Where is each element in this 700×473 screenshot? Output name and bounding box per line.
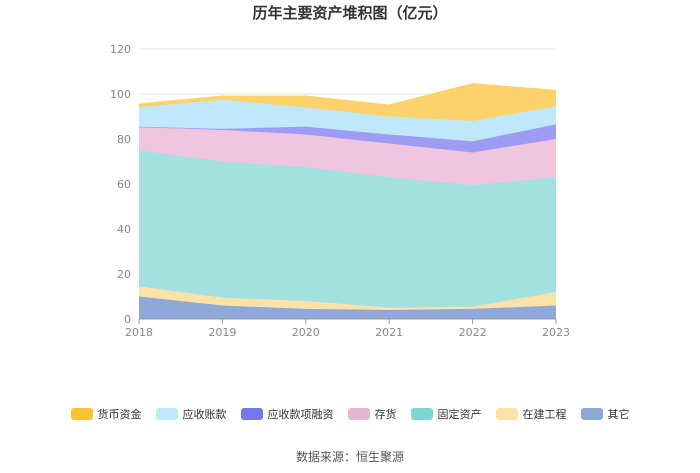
area-line-货币资金: [138, 83, 557, 107]
x-tick-label: 2021: [375, 326, 403, 339]
area-应收账款: [139, 99, 556, 142]
y-tick-label: 40: [117, 223, 131, 236]
x-tick-label: 2023: [542, 326, 570, 339]
legend-item[interactable]: 其它: [580, 406, 630, 422]
legend-label: 其它: [607, 408, 630, 421]
legend-item[interactable]: 应收账款: [155, 406, 227, 422]
legend-label: 应收账款: [182, 408, 227, 421]
legend: 货币资金 应收账款 应收款项融资 存货 固定资产 在建工程 其它: [0, 406, 700, 422]
area-其它: [139, 296, 556, 319]
chart-title: 历年主要资产堆积图（亿元）: [252, 4, 448, 22]
x-tick-label: 2022: [459, 326, 487, 339]
area-series: [138, 83, 557, 319]
legend-swatch: [155, 408, 178, 420]
y-tick-label: 20: [117, 268, 131, 281]
legend-swatch: [580, 408, 603, 420]
legend-item[interactable]: 在建工程: [495, 406, 567, 422]
area-应收款项融资: [139, 124, 556, 153]
legend-item[interactable]: 货币资金: [70, 406, 142, 422]
legend-item[interactable]: 应收款项融资: [240, 406, 334, 422]
axes: 0 20 40 60 80 100 120 2018 2019 2020 2021 2022 2023: [110, 43, 570, 339]
area-货币资金: [139, 83, 556, 121]
x-tick-label: 2018: [125, 326, 153, 339]
legend-swatch: [495, 408, 518, 420]
legend-swatch: [240, 408, 263, 420]
legend-item[interactable]: 固定资产: [410, 406, 482, 422]
area-固定资产: [139, 150, 556, 308]
legend-label: 应收款项融资: [267, 408, 334, 421]
legend-swatch: [70, 408, 93, 420]
legend-item[interactable]: 存货: [347, 406, 397, 422]
legend-swatch: [347, 408, 370, 420]
chart-plot: 0 20 40 60 80 100 120 2018 2019 2020 2021 2022 2023: [110, 43, 570, 339]
x-tick-label: 2020: [292, 326, 320, 339]
x-tick-label: 2019: [208, 326, 236, 339]
y-tick-label: 60: [117, 178, 131, 191]
legend-label: 货币资金: [97, 408, 142, 421]
legend-label: 固定资产: [437, 408, 482, 421]
legend-label: 存货: [374, 408, 397, 421]
y-tick-label: 80: [117, 133, 131, 146]
data-source: 数据来源：恒生聚源: [295, 450, 404, 464]
y-tick-label: 120: [110, 43, 131, 56]
y-tick-label: 100: [110, 88, 131, 101]
legend-label: 在建工程: [522, 408, 567, 421]
area-在建工程: [139, 286, 556, 310]
legend-swatch: [410, 408, 433, 420]
y-tick-label: 0: [124, 313, 131, 326]
area-存货: [139, 126, 556, 186]
